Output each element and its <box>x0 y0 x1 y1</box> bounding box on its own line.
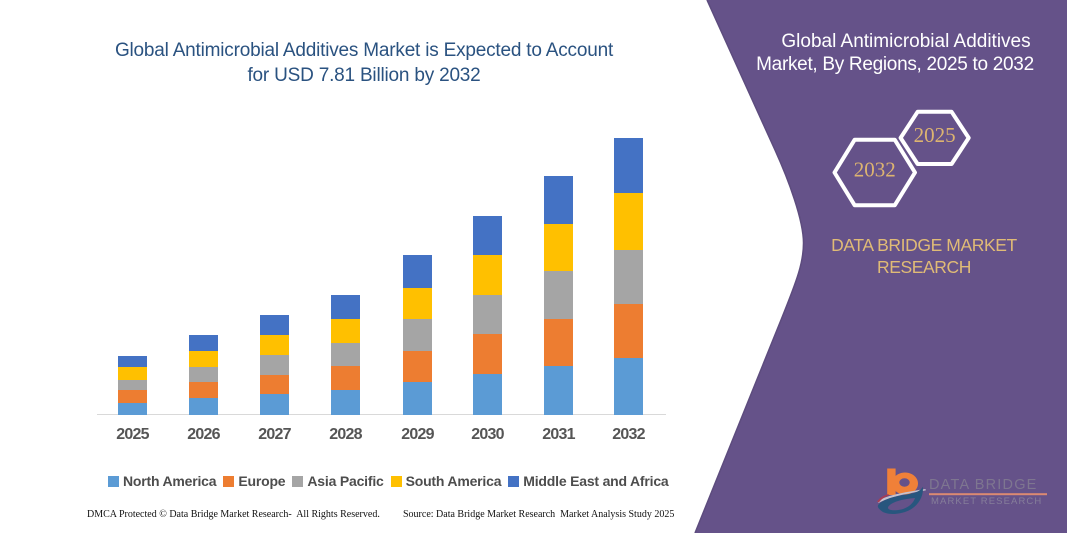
svg-text:DATA BRIDGE: DATA BRIDGE <box>929 477 1038 493</box>
svg-text:2032: 2032 <box>854 158 896 182</box>
svg-text:MARKET RESEARCH: MARKET RESEARCH <box>931 496 1042 507</box>
svg-text:2025: 2025 <box>914 123 956 147</box>
